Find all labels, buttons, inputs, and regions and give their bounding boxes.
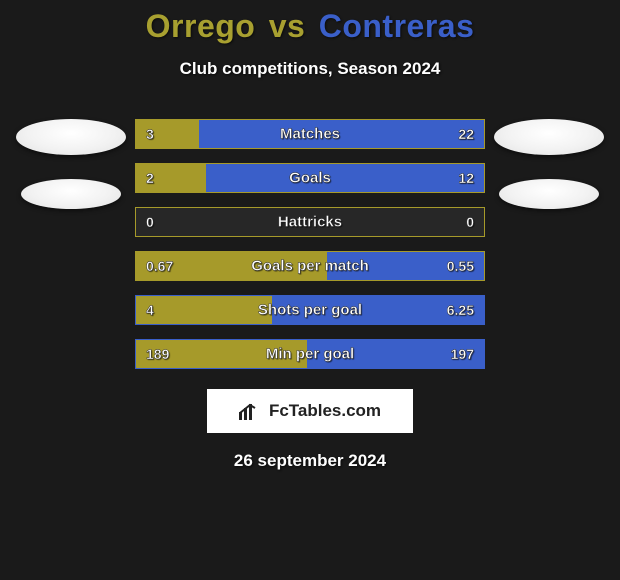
player2-team-placeholder xyxy=(499,179,599,209)
stat-fill-right xyxy=(199,120,484,148)
stat-row: 4 Shots per goal 6.25 xyxy=(135,295,485,325)
stat-label: Goals per match xyxy=(251,258,369,275)
stat-row: 3 Matches 22 xyxy=(135,119,485,149)
stat-value-right: 22 xyxy=(458,126,474,142)
stat-value-right: 12 xyxy=(458,170,474,186)
page-title: Orrego vs Contreras xyxy=(146,8,475,45)
branding-text: FcTables.com xyxy=(269,401,381,421)
stat-value-left: 0.67 xyxy=(146,258,173,274)
stat-label: Min per goal xyxy=(266,346,354,363)
player2-avatar-placeholder xyxy=(494,119,604,155)
stat-label: Shots per goal xyxy=(258,302,362,319)
stat-row: 0 Hattricks 0 xyxy=(135,207,485,237)
stat-fill-right xyxy=(206,164,484,192)
left-avatar-col xyxy=(11,119,131,209)
date-label: 26 september 2024 xyxy=(234,451,386,471)
stat-value-right: 6.25 xyxy=(447,302,474,318)
stat-row: 189 Min per goal 197 xyxy=(135,339,485,369)
stat-value-right: 197 xyxy=(451,346,474,362)
stat-value-left: 189 xyxy=(146,346,169,362)
player1-name: Orrego xyxy=(146,8,256,44)
stat-value-right: 0 xyxy=(466,214,474,230)
branding-badge: FcTables.com xyxy=(207,389,413,433)
stat-label: Goals xyxy=(289,170,331,187)
player1-team-placeholder xyxy=(21,179,121,209)
branding-icon xyxy=(239,402,261,420)
stat-value-left: 4 xyxy=(146,302,154,318)
player2-name: Contreras xyxy=(319,8,475,44)
stat-label: Matches xyxy=(280,126,340,143)
player1-avatar-placeholder xyxy=(16,119,126,155)
stat-value-left: 2 xyxy=(146,170,154,186)
stat-row: 2 Goals 12 xyxy=(135,163,485,193)
comparison-card: Orrego vs Contreras Club competitions, S… xyxy=(0,0,620,580)
main-area: 3Matches222Goals120Hattricks00.67Goals p… xyxy=(0,119,620,369)
stat-row: 0.67 Goals per match 0.55 xyxy=(135,251,485,281)
stats-bars: 3Matches222Goals120Hattricks00.67Goals p… xyxy=(135,119,485,369)
stat-value-left: 3 xyxy=(146,126,154,142)
stat-value-left: 0 xyxy=(146,214,154,230)
stat-fill-left xyxy=(136,296,272,324)
subtitle: Club competitions, Season 2024 xyxy=(180,59,441,79)
stat-label: Hattricks xyxy=(278,214,342,231)
vs-separator: vs xyxy=(269,8,306,44)
stat-value-right: 0.55 xyxy=(447,258,474,274)
right-avatar-col xyxy=(489,119,609,209)
